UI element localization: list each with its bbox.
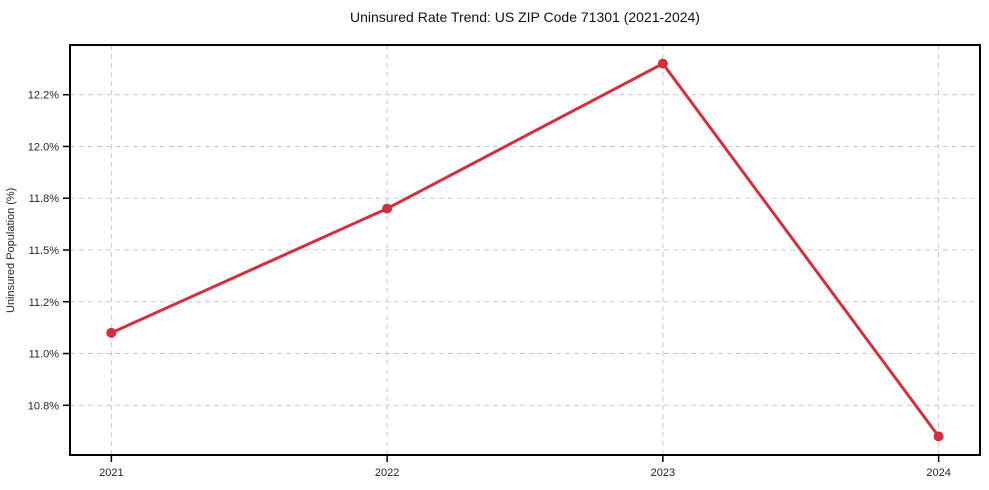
x-tick-label: 2021 bbox=[99, 467, 123, 479]
data-point bbox=[933, 431, 944, 442]
y-tick-label: 10.8% bbox=[28, 400, 59, 412]
data-point bbox=[106, 327, 117, 338]
gridlines bbox=[70, 45, 980, 455]
y-axis-ticks: 10.8% 11.0% 11.2% 11.5% 11.8% 12.0% 12.2% bbox=[28, 90, 70, 412]
y-tick-label: 11.5% bbox=[29, 245, 60, 257]
y-tick-label: 11.8% bbox=[29, 193, 60, 205]
trend-line bbox=[109, 62, 941, 438]
chart-title: Uninsured Rate Trend: US ZIP Code 71301 … bbox=[350, 9, 700, 25]
x-tick-label: 2024 bbox=[926, 467, 950, 479]
y-tick-label: 11.2% bbox=[29, 297, 60, 309]
x-tick-label: 2023 bbox=[651, 467, 675, 479]
x-tick-label: 2022 bbox=[375, 467, 399, 479]
data-point bbox=[657, 58, 668, 69]
y-tick-label: 12.0% bbox=[28, 141, 59, 153]
x-axis-ticks: 2021 2022 2023 2024 bbox=[99, 455, 951, 479]
data-point bbox=[382, 203, 393, 214]
y-tick-label: 12.2% bbox=[28, 90, 59, 102]
y-tick-label: 11.0% bbox=[29, 349, 60, 361]
